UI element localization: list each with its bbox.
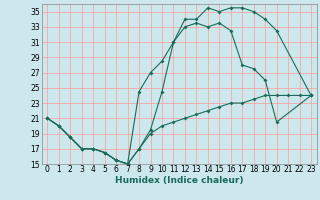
X-axis label: Humidex (Indice chaleur): Humidex (Indice chaleur) [115,176,244,185]
